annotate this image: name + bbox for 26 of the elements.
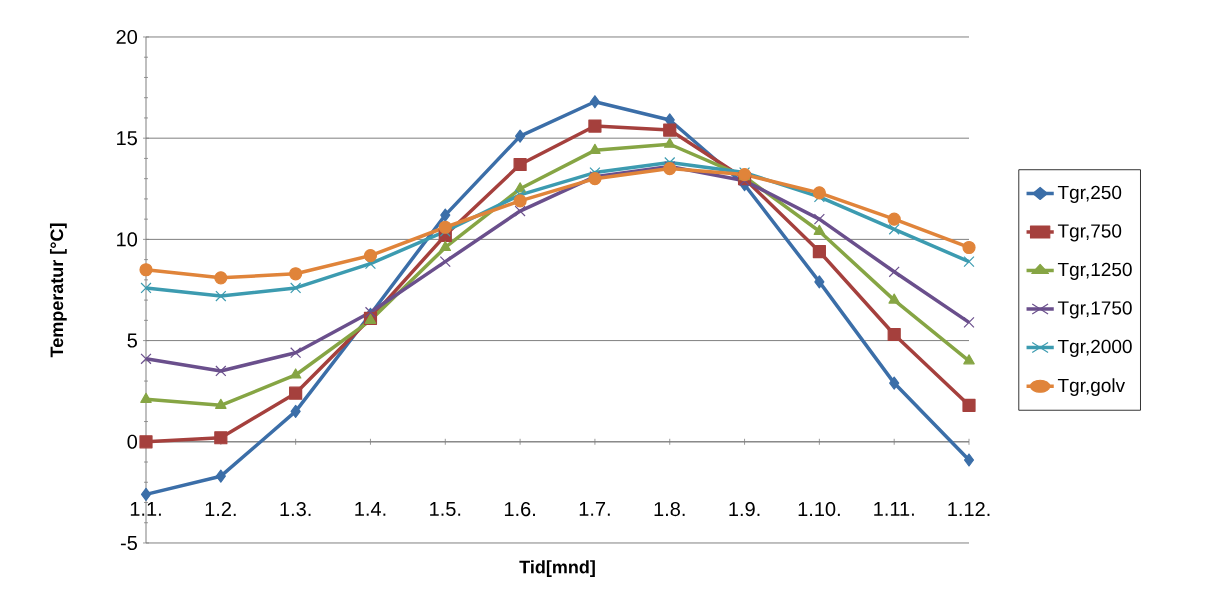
x-tick-label: 1.8. xyxy=(654,501,685,517)
y-tick-label: 5 xyxy=(127,333,137,348)
y-tick-label: 15 xyxy=(117,131,137,146)
x-tick-label: 1.9. xyxy=(729,501,760,517)
y-axis-title: Temperatur [°C] xyxy=(49,223,67,358)
y-tick-label: 0 xyxy=(127,434,138,449)
x-tick-label: 1.3. xyxy=(280,501,311,517)
y-tick-label: 20 xyxy=(116,29,138,45)
y-tick-label: -5 xyxy=(120,536,137,550)
x-tick-label: 1.11. xyxy=(874,501,914,516)
y-tick-label: 10 xyxy=(117,232,138,247)
x-tick-label: 1.6. xyxy=(504,501,535,517)
x-tick-label: 1.4. xyxy=(355,501,386,516)
legend-label: Tgr,1250 xyxy=(1057,262,1132,280)
x-tick-label: 1.5. xyxy=(430,501,461,516)
legend-label: Tgr,750 xyxy=(1057,224,1122,242)
legend-label: Tgr,2000 xyxy=(1057,339,1132,357)
x-tick-label: 1.10. xyxy=(798,501,840,517)
legend-label: Tgr,250 xyxy=(1057,185,1122,203)
x-tick-label: 1.7. xyxy=(579,501,610,516)
x-tick-label: 1.2. xyxy=(205,501,236,516)
x-tick-label: 1.1. xyxy=(130,501,161,516)
x-tick-label: 1.12. xyxy=(948,501,990,516)
legend-label: Tgr,1750 xyxy=(1057,301,1132,319)
legend-label: Tgr,golv xyxy=(1057,378,1126,396)
x-axis-title: Tid[mnd] xyxy=(519,560,595,577)
